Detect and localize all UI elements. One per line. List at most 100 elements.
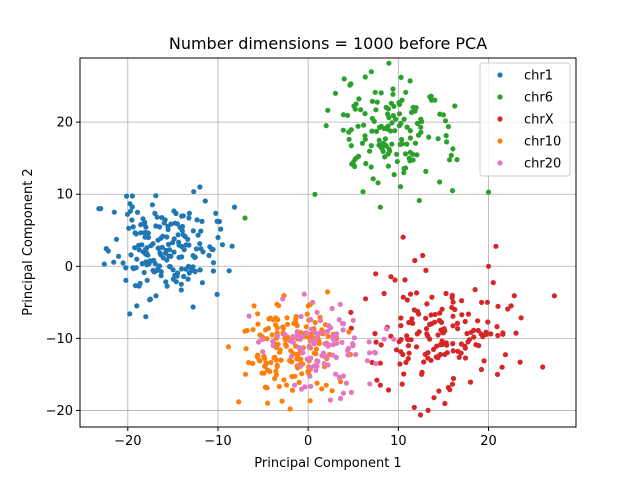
- point-chr1: [164, 234, 170, 240]
- point-chr10: [254, 354, 260, 360]
- point-chr6: [358, 107, 364, 113]
- point-chr20: [348, 389, 354, 395]
- point-chrX: [488, 331, 494, 337]
- point-chr1: [176, 242, 182, 248]
- point-chr1: [193, 246, 200, 252]
- point-chr1: [137, 280, 143, 287]
- point-chr10: [281, 377, 287, 383]
- point-chr20: [340, 373, 346, 379]
- point-chr1: [142, 234, 148, 240]
- point-chr6: [402, 151, 409, 157]
- point-chrX: [409, 316, 415, 322]
- point-chr6: [382, 154, 388, 160]
- point-chr20: [343, 380, 349, 386]
- point-chr1: [152, 210, 158, 216]
- point-chrX: [419, 369, 425, 375]
- point-chrX: [445, 384, 451, 391]
- point-chr20: [282, 331, 288, 337]
- point-chrX: [475, 327, 481, 334]
- legend-item-chr1: chr1: [497, 69, 553, 84]
- point-chr10: [278, 357, 284, 363]
- point-chr6: [325, 107, 331, 113]
- point-chr1: [131, 266, 137, 272]
- point-chr10: [313, 346, 320, 352]
- point-chr6: [384, 126, 390, 132]
- chart-title: Number dimensions = 1000 before PCA: [169, 34, 487, 53]
- point-chr1: [182, 234, 188, 240]
- point-chr20: [327, 397, 333, 403]
- point-chr6: [416, 197, 422, 204]
- point-chr1: [168, 221, 174, 227]
- point-chr10: [273, 322, 279, 328]
- point-chr6: [445, 124, 451, 130]
- point-chr10: [267, 315, 273, 321]
- point-chr1: [165, 241, 172, 247]
- point-chr20: [325, 362, 331, 368]
- point-chrX: [464, 330, 470, 337]
- point-chrX: [454, 320, 460, 326]
- point-chr1: [160, 255, 166, 261]
- point-chrX: [432, 311, 438, 318]
- point-chr6: [377, 124, 383, 130]
- point-chr10: [261, 370, 267, 376]
- x-tick-label: 10: [390, 434, 407, 449]
- point-chr20: [306, 344, 312, 350]
- point-chr1: [155, 237, 161, 243]
- point-chr1: [134, 303, 140, 309]
- point-chrX: [429, 294, 435, 300]
- point-chr6: [369, 98, 375, 104]
- point-chrX: [462, 355, 469, 361]
- point-chr1: [144, 277, 150, 283]
- point-chrX: [471, 327, 477, 333]
- point-chr1: [195, 232, 201, 238]
- point-chr20: [304, 330, 310, 336]
- point-chr6: [376, 137, 382, 143]
- point-chrX: [495, 332, 501, 339]
- point-chr20: [345, 352, 351, 358]
- point-chrX: [502, 352, 508, 358]
- point-chr20: [329, 305, 335, 312]
- y-axis-label: Principal Component 2: [21, 168, 36, 315]
- point-chr6: [368, 69, 374, 75]
- point-chr6: [348, 127, 354, 133]
- legend-item-chr10: chr10: [497, 135, 561, 150]
- point-chr1: [134, 209, 141, 215]
- point-chr20: [340, 321, 346, 327]
- point-chr1: [190, 304, 196, 310]
- point-chr6: [413, 105, 419, 111]
- point-chr6: [373, 128, 380, 134]
- point-chr1: [129, 193, 135, 199]
- point-chr20: [391, 336, 397, 342]
- point-chr6: [398, 74, 404, 80]
- legend-marker: [497, 160, 503, 166]
- point-chr1: [173, 279, 179, 285]
- point-chr6: [389, 120, 395, 126]
- point-chr10: [323, 382, 329, 388]
- point-chr20: [315, 358, 321, 364]
- point-chrX: [479, 299, 485, 305]
- point-chr20: [326, 323, 332, 329]
- point-chr6: [374, 99, 380, 105]
- y-tick-label: −20: [46, 404, 73, 419]
- point-chr10: [255, 311, 261, 317]
- point-chr1: [216, 218, 222, 225]
- point-chr20: [330, 352, 336, 358]
- point-chrX: [478, 331, 484, 337]
- point-chrX: [373, 271, 379, 277]
- point-chrX: [483, 331, 489, 337]
- point-chr20: [307, 373, 313, 379]
- point-chrX: [421, 359, 427, 365]
- point-chr10: [276, 383, 282, 390]
- point-chr20: [300, 350, 306, 356]
- point-chr1: [181, 273, 187, 280]
- point-chr6: [362, 133, 368, 139]
- point-chrX: [400, 234, 406, 240]
- point-chrX: [434, 343, 440, 349]
- point-chr10: [265, 400, 271, 406]
- point-chr10: [277, 347, 283, 353]
- point-chrX: [407, 291, 414, 297]
- point-chr10: [325, 333, 331, 339]
- point-chr6: [442, 118, 449, 124]
- point-chrX: [423, 267, 429, 273]
